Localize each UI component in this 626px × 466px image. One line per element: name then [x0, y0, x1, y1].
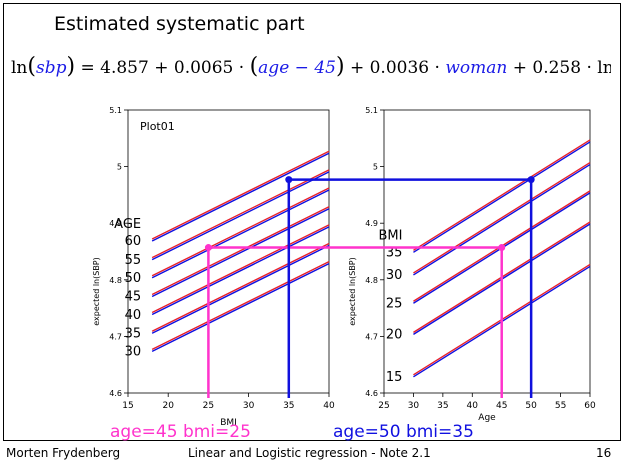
series-label-0-40: 40 [125, 308, 142, 323]
y-tick-label-0-1: 4.7 [109, 332, 122, 341]
series-line-red-0-45 [151, 206, 330, 296]
series-line-blue-0-30 [151, 262, 330, 352]
series-label-1-20: 20 [386, 328, 403, 343]
series-line-red-0-60 [151, 150, 330, 240]
y-tick-label-1-3: 4.9 [365, 219, 378, 228]
series-line-red-0-55 [151, 169, 330, 259]
plot-frame-0 [127, 109, 330, 394]
footer-author: Morten Frydenberg [6, 446, 121, 460]
y-tick-label-1-5: 5.1 [365, 106, 378, 115]
x-tick-label-0-2: 25 [203, 401, 214, 411]
x-tick-label-0-3: 30 [243, 401, 255, 411]
series-label-1-35: 35 [386, 246, 403, 261]
guide-line-blue [287, 178, 533, 398]
series-label-1-15: 15 [386, 370, 403, 385]
formula-age-center: 45 [314, 58, 336, 78]
x-tick-label-1-5: 50 [525, 401, 537, 411]
series-label-0-50: 50 [125, 271, 142, 286]
x-tick-label-0-5: 40 [323, 401, 335, 411]
x-tick-label-0-0: 15 [122, 401, 133, 411]
series-label-1-25: 25 [386, 296, 403, 311]
formula-var-sbp: sbp [35, 58, 67, 78]
series-line-blue-0-50 [151, 189, 330, 279]
x-tick-label-1-7: 60 [584, 401, 596, 411]
y-tick-label-1-0: 4.6 [365, 389, 378, 398]
footer-title: Linear and Logistic regression - Note 2.… [188, 446, 431, 460]
formula-coef-bmi: 0.258 [532, 58, 582, 78]
x-axis-label-1: Age [478, 413, 496, 423]
series-line-blue-0-45 [151, 208, 330, 298]
formula-var-age: age [258, 58, 290, 78]
legend-title-1: BMI [378, 229, 402, 244]
x-tick-label-1-4: 45 [496, 401, 507, 411]
series-line-blue-1-35 [413, 141, 591, 253]
formula-var-woman: woman [445, 58, 508, 78]
y-tick-label-0-5: 5.1 [109, 106, 122, 115]
formula-ln-left: ln [11, 58, 28, 78]
series-label-0-45: 45 [125, 290, 142, 305]
series-line-red-0-40 [151, 224, 330, 314]
plot-frame-1 [383, 109, 591, 394]
highlight-point-magenta-1 [498, 244, 506, 252]
y-tick-label-1-4: 5 [373, 163, 378, 172]
slide-heading: Estimated systematic part [54, 13, 305, 35]
x-tick-label-1-1: 30 [408, 401, 420, 411]
x-tick-label-1-0: 25 [378, 401, 389, 411]
y-tick-label-0-4: 5 [117, 163, 122, 172]
slide-border [3, 3, 621, 441]
highlight-point-magenta-0 [204, 244, 212, 252]
page-number: 16 [596, 446, 612, 460]
series-label-0-35: 35 [125, 326, 142, 341]
series-label-0-60: 60 [125, 234, 142, 249]
series-label-1-30: 30 [386, 268, 403, 283]
formula-intercept: 4.857 [100, 58, 149, 78]
y-tick-label-0-0: 4.6 [109, 389, 122, 398]
series-line-blue-0-40 [151, 226, 330, 316]
highlight-point-blue-0 [285, 176, 293, 184]
caption-right: age=50 bmi=35 [333, 422, 474, 442]
highlight-point-blue-1 [527, 176, 535, 184]
formula-ln-right: ln [597, 58, 611, 78]
formula-coef-age: 0.0065 [173, 58, 234, 78]
y-tick-label-1-2: 4.8 [365, 276, 378, 285]
series-label-0-55: 55 [125, 253, 142, 268]
series-line-red-0-50 [151, 187, 330, 277]
x-tick-label-1-6: 55 [555, 401, 566, 411]
y-tick-label-0-3: 4.9 [109, 219, 122, 228]
x-axis-label-0: BMI [220, 418, 237, 428]
x-tick-label-0-1: 20 [162, 401, 174, 411]
series-label-0-30: 30 [125, 345, 142, 360]
series-line-red-0-35 [151, 242, 330, 332]
guide-line-magenta [207, 246, 503, 398]
y-tick-label-0-2: 4.8 [109, 276, 122, 285]
y-tick-label-1-1: 4.7 [365, 332, 378, 341]
series-line-red-0-30 [151, 260, 330, 350]
series-line-blue-1-30 [413, 163, 591, 276]
y-axis-label-1: expected ln(SBP) [348, 257, 357, 326]
x-tick-label-1-2: 35 [437, 401, 448, 411]
x-tick-label-1-3: 40 [467, 401, 479, 411]
regression-formula: ln(sbp) = 4.857 + 0.0065 · (age − 45) + … [11, 53, 611, 95]
plot-title-label-0: Plot01 [140, 120, 175, 133]
series-line-red-1-35 [413, 139, 591, 251]
formula-coef-woman: 0.0036 [369, 58, 430, 78]
series-line-blue-0-35 [151, 244, 330, 334]
series-line-red-1-30 [413, 161, 591, 274]
x-tick-label-0-4: 35 [283, 401, 294, 411]
caption-left: age=45 bmi=25 [110, 422, 251, 442]
y-axis-label-0: expected ln(SBP) [92, 257, 101, 326]
series-line-blue-0-60 [151, 152, 330, 242]
legend-title-0: AGE [114, 217, 141, 232]
series-line-blue-0-55 [151, 171, 330, 261]
